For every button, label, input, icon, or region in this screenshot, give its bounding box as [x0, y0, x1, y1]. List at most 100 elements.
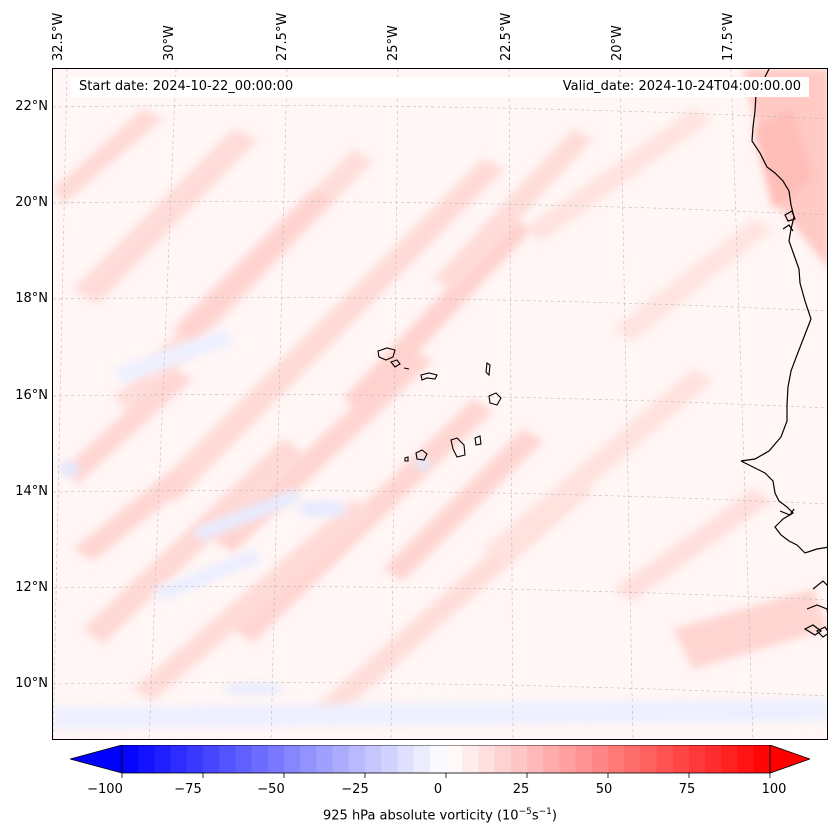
coastline: [806, 604, 827, 613]
parallel: [53, 105, 827, 120]
island: [474, 435, 482, 446]
vorticity-field: [53, 69, 827, 739]
african-coastline: [740, 69, 827, 638]
lon-label: 27.5°W: [275, 12, 290, 61]
colorbar-bin: [575, 745, 593, 773]
colorbar-bin: [462, 745, 479, 773]
parallel: [53, 586, 827, 601]
colorbar-min-extend: [70, 745, 123, 774]
island: [404, 456, 409, 462]
lat-label: 12°N: [15, 580, 48, 595]
lat-label: 22°N: [15, 99, 48, 114]
colorbar-tick-label: 0: [433, 782, 443, 797]
colorbar-bins: [122, 745, 771, 773]
colorbar-bin: [527, 745, 544, 773]
colorbar-label-prefix: 925 hPa absolute vorticity (10: [323, 808, 519, 824]
colorbar-bin: [672, 745, 690, 773]
colorbar-bin: [413, 745, 431, 773]
colorbar-bin: [284, 745, 301, 773]
coastline: [740, 460, 827, 554]
colorbar-bin: [559, 745, 577, 773]
lat-label: 18°N: [15, 291, 48, 306]
colorbar-bin: [429, 745, 447, 773]
colorbar-bin: [705, 745, 722, 773]
colorbar-bin: [381, 745, 398, 773]
coastal-vorticity: [673, 69, 827, 669]
coastline: [779, 508, 795, 516]
colorbar-bin: [753, 745, 771, 773]
gridlines: [53, 69, 827, 739]
colorbar-bin: [300, 745, 317, 773]
island: [403, 367, 410, 370]
colorbar-tick-label: 100: [761, 782, 787, 797]
start-date-label: Start date: 2024-10-22_00:00:00: [79, 79, 294, 94]
colorbar-bin: [591, 745, 609, 773]
colorbar-bin: [624, 745, 641, 773]
meridian: [270, 69, 288, 739]
colorbar: [70, 745, 810, 778]
colorbar-label-exponent: −5: [518, 807, 532, 817]
cape-verde-islands: [377, 347, 502, 462]
lon-label: 20°W: [610, 25, 625, 61]
colorbar-bin: [332, 745, 350, 773]
colorbar-bin: [138, 745, 155, 773]
coastline: [815, 626, 827, 638]
lon-label: 25°W: [386, 25, 401, 61]
island: [415, 449, 428, 461]
colorbar-bin: [267, 745, 285, 773]
colorbar-bin: [251, 745, 269, 773]
negative-vorticity-patches: [53, 329, 827, 729]
colorbar-tick-label: −50: [257, 782, 285, 797]
meridian: [508, 69, 514, 739]
parallel: [53, 682, 827, 697]
colorbar-tick-label: −25: [341, 782, 369, 797]
colorbar-bin: [494, 745, 512, 773]
colorbar-bin: [186, 745, 204, 773]
colorbar-tick-label: 75: [678, 782, 696, 797]
coastline: [812, 580, 827, 590]
valid-date-label: Valid_date: 2024-10-24T04:00:00.00: [562, 79, 801, 94]
colorbar-tick-marks: [121, 773, 771, 778]
island: [450, 437, 466, 458]
colorbar-bin: [721, 745, 739, 773]
coastline: [740, 69, 812, 462]
colorbar-bin: [543, 745, 560, 773]
parallel: [53, 490, 827, 505]
island: [390, 359, 401, 368]
colorbar-bin: [122, 745, 139, 773]
coastline: [784, 210, 796, 222]
lat-label: 14°N: [15, 484, 48, 499]
date-bar: Start date: 2024-10-22_00:00:00 Valid_da…: [71, 77, 809, 97]
lon-label: 32.5°W: [51, 12, 66, 61]
island: [485, 362, 491, 377]
coastline: [782, 224, 794, 232]
colorbar-label-exponent: −1: [538, 807, 552, 817]
colorbar-bin: [365, 745, 382, 773]
lat-label: 10°N: [15, 676, 48, 691]
island: [377, 347, 396, 361]
colorbar-tick-label: −100: [87, 782, 123, 797]
colorbar-tick-label: 50: [595, 782, 613, 797]
colorbar-bin: [510, 745, 528, 773]
lon-label: 30°W: [162, 25, 177, 61]
colorbar-bin: [608, 745, 625, 773]
colorbar-bin: [203, 745, 220, 773]
colorbar-bin: [235, 745, 253, 773]
colorbar-bin: [219, 745, 236, 773]
colorbar-bin: [348, 745, 366, 773]
colorbar-label-unit: s: [531, 808, 539, 824]
parallel: [53, 201, 827, 216]
lon-label: 17.5°W: [721, 12, 736, 61]
parallel: [53, 297, 827, 312]
island: [488, 392, 502, 406]
colorbar-bin: [170, 745, 188, 773]
meridian: [148, 69, 177, 739]
colorbar-label: 925 hPa absolute vorticity (10−5s−1): [0, 807, 837, 823]
lon-label: 22.5°W: [499, 12, 514, 61]
colorbar-bin: [478, 745, 496, 773]
colorbar-tick-label: −75: [174, 782, 202, 797]
colorbar-bin: [656, 745, 674, 773]
parallel: [53, 394, 827, 409]
meridian: [619, 69, 634, 739]
